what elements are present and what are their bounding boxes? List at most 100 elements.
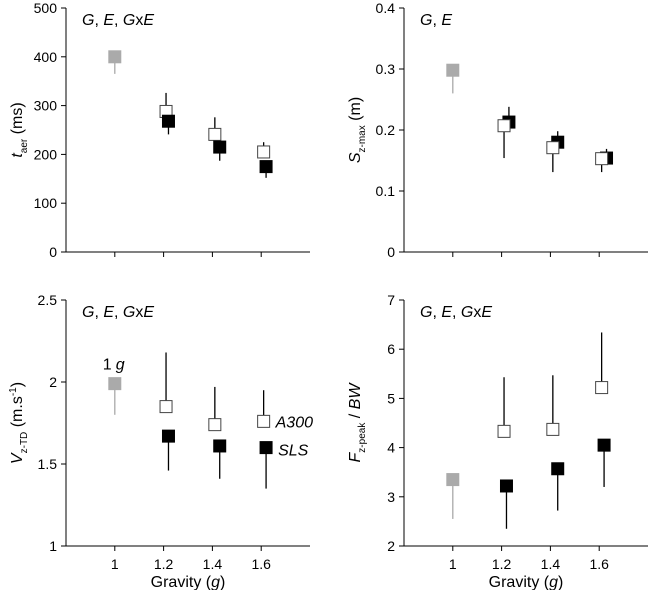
annotation-part: E bbox=[103, 12, 114, 29]
data-point-sls bbox=[213, 140, 227, 154]
y-axis-label-unit: (ms) bbox=[9, 102, 26, 138]
x-axis-label-unit: g bbox=[211, 574, 220, 590]
y-tick-label: 1 bbox=[49, 538, 57, 554]
y-tick-label: 0 bbox=[49, 244, 57, 260]
x-tick-label: 1.6 bbox=[251, 556, 271, 572]
series-a300 bbox=[497, 119, 609, 173]
series-control bbox=[108, 377, 122, 415]
data-point-sls bbox=[259, 441, 273, 455]
significance-annotation: G, E bbox=[420, 12, 452, 29]
y-tick-label: 100 bbox=[34, 195, 58, 211]
y-axis-label-tail: BW bbox=[347, 382, 364, 410]
y-tick-label: 200 bbox=[34, 146, 58, 162]
data-point-a300 bbox=[257, 145, 271, 159]
significance-annotation: G, E, GxE bbox=[82, 12, 154, 29]
y-axis-label-unit: (m.s bbox=[9, 396, 26, 432]
series-sls bbox=[161, 114, 273, 178]
annotation-part: G bbox=[420, 12, 432, 29]
annotation-part: E bbox=[441, 304, 452, 321]
y-axis-label-unit: / bbox=[347, 409, 364, 422]
y-tick-label: 0 bbox=[387, 244, 395, 260]
data-point-a300 bbox=[595, 152, 609, 166]
data-point-sls bbox=[213, 439, 227, 453]
annotation-part: G bbox=[123, 304, 135, 321]
data-point-sls bbox=[597, 438, 611, 452]
x-tick-label: 1.4 bbox=[541, 556, 561, 572]
y-axis-label-symbol: V bbox=[9, 452, 26, 464]
x-axis-label-close: ) bbox=[220, 574, 225, 590]
y-axis-label-unit: (m) bbox=[347, 97, 364, 125]
data-point-a300 bbox=[546, 422, 560, 436]
annotation-part: x bbox=[135, 304, 143, 321]
annotation-part: , bbox=[114, 12, 123, 29]
x-axis-label-close: ) bbox=[558, 574, 563, 590]
y-axis-label: taer (ms) bbox=[9, 102, 30, 157]
y-axis-label-superscript: -1 bbox=[8, 387, 19, 396]
y-tick-label: 1.5 bbox=[38, 456, 58, 472]
annotation-part: E bbox=[103, 304, 114, 321]
y-axis-label-symbol: S bbox=[347, 152, 364, 163]
data-point-sls bbox=[551, 462, 565, 476]
data-point-control bbox=[108, 377, 122, 391]
y-tick-label: 5 bbox=[387, 390, 395, 406]
annotation-part: G bbox=[123, 12, 135, 29]
data-point-a300 bbox=[497, 119, 511, 133]
y-axis-label-subscript: z-peak bbox=[357, 422, 368, 453]
data-point-a300 bbox=[546, 141, 560, 155]
y-tick-label: 7 bbox=[387, 292, 395, 308]
annotation-part: G bbox=[82, 12, 94, 29]
series-sls bbox=[161, 429, 273, 489]
annotation-part: , bbox=[94, 304, 103, 321]
y-axis-label: Fz-peak / BW bbox=[347, 382, 368, 463]
y-axis-label-subscript: z-TD bbox=[19, 432, 30, 454]
y-tick-label: 500 bbox=[34, 0, 58, 16]
y-axis-label: Vz-TD (m.s-1) bbox=[8, 382, 30, 464]
y-axis-label-subscript: aer bbox=[19, 138, 30, 153]
significance-annotation: G, E, GxE bbox=[82, 304, 154, 321]
y-axis-label-subscript: z-max bbox=[357, 125, 368, 152]
annotation-part: , bbox=[432, 304, 441, 321]
x-tick-label: 1.2 bbox=[154, 556, 174, 572]
legend-label-a300: A300 bbox=[275, 414, 313, 431]
y-tick-label: 3 bbox=[387, 489, 395, 505]
y-axis-label-symbol: t bbox=[9, 153, 26, 158]
annotation-part: G bbox=[82, 304, 94, 321]
series-a300 bbox=[159, 92, 271, 159]
series-control bbox=[446, 473, 460, 519]
y-tick-label: 2 bbox=[387, 538, 395, 554]
y-tick-label: 0.3 bbox=[376, 61, 396, 77]
annotation-part: G bbox=[420, 304, 432, 321]
x-axis-label-text: Gravity ( bbox=[151, 574, 212, 590]
x-tick-label: 1.6 bbox=[589, 556, 609, 572]
data-point-sls bbox=[161, 429, 175, 443]
series-a300 bbox=[159, 352, 271, 432]
x-tick-label: 1.2 bbox=[492, 556, 512, 572]
data-point-sls bbox=[259, 160, 273, 174]
data-point-a300 bbox=[159, 400, 173, 414]
panel-d: 2 3 4 5 6 7 1 1.2 1.4 1.6 Gravity (g) Fz-peak / BW G… bbox=[347, 292, 648, 590]
annotation-part: , bbox=[94, 12, 103, 29]
significance-annotation: G, E, GxE bbox=[420, 304, 492, 321]
data-point-a300 bbox=[208, 127, 222, 141]
x-tick-label: 1 bbox=[449, 556, 457, 572]
y-tick-label: 400 bbox=[34, 49, 58, 65]
annotation-part: E bbox=[441, 12, 452, 29]
y-axis-label: Sz-max (m) bbox=[347, 97, 368, 163]
data-point-control bbox=[108, 50, 122, 64]
legend-label-sls: SLS bbox=[278, 443, 309, 460]
panel-b: 0 0.1 0.2 0.3 0.4 Sz-max (m) G, E bbox=[347, 0, 648, 260]
y-tick-label: 2 bbox=[49, 374, 57, 390]
annotation-part: G bbox=[461, 304, 473, 321]
data-point-a300 bbox=[257, 414, 271, 428]
data-point-a300 bbox=[595, 381, 609, 395]
data-point-sls bbox=[161, 114, 175, 128]
series-sls bbox=[499, 438, 611, 529]
data-point-control bbox=[446, 63, 460, 77]
annotation-part: , bbox=[432, 12, 441, 29]
annotation-part: x bbox=[135, 12, 143, 29]
x-axis-label: Gravity (g) bbox=[489, 574, 564, 590]
series-control bbox=[108, 50, 122, 74]
